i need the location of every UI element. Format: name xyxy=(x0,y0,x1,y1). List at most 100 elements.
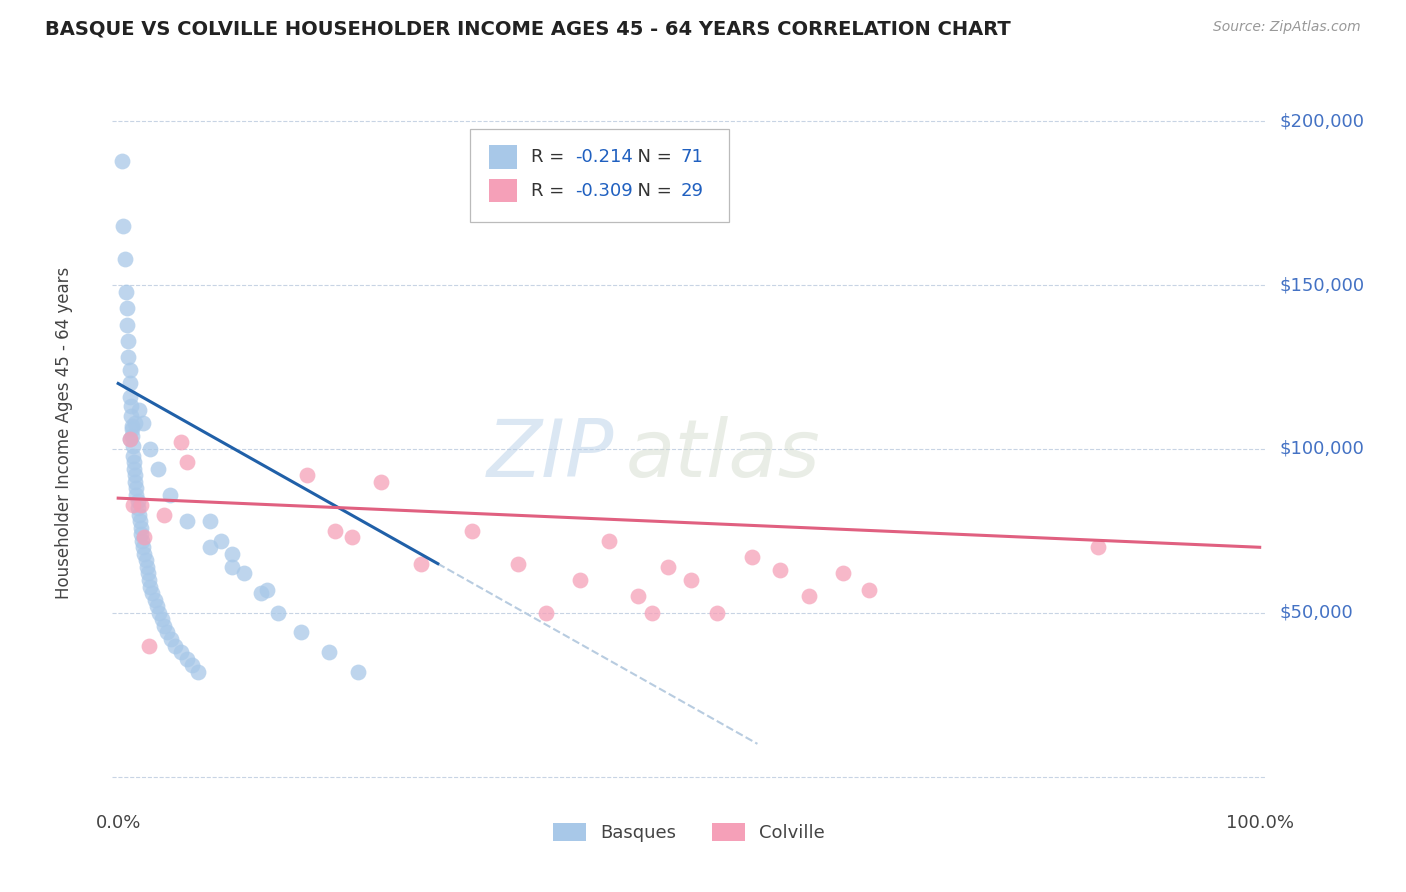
Point xyxy=(295,468,318,483)
Text: -0.214: -0.214 xyxy=(575,148,633,166)
Text: N =: N = xyxy=(626,148,678,166)
Point xyxy=(115,285,138,299)
Point xyxy=(139,580,162,594)
Text: 29: 29 xyxy=(681,182,704,200)
Point xyxy=(832,566,855,581)
Point xyxy=(118,432,141,446)
Point xyxy=(461,524,484,538)
Point xyxy=(681,573,703,587)
Point xyxy=(170,435,193,450)
Point xyxy=(124,468,146,483)
Text: ZIP: ZIP xyxy=(486,416,614,494)
Point xyxy=(159,488,181,502)
Point xyxy=(125,488,148,502)
Point xyxy=(117,334,139,348)
Text: R =: R = xyxy=(531,148,569,166)
Point xyxy=(370,475,392,489)
Point xyxy=(132,541,155,555)
Point xyxy=(143,592,166,607)
Point xyxy=(138,573,160,587)
Point xyxy=(122,498,145,512)
Text: atlas: atlas xyxy=(626,416,820,494)
Point xyxy=(135,560,157,574)
Point xyxy=(858,582,880,597)
Point xyxy=(176,514,198,528)
Point xyxy=(117,351,139,365)
Point xyxy=(146,461,169,475)
Point xyxy=(128,514,150,528)
Point xyxy=(198,514,221,528)
Point xyxy=(114,252,136,266)
Point xyxy=(121,429,143,443)
Point xyxy=(797,590,820,604)
Point xyxy=(129,521,152,535)
Point xyxy=(122,461,145,475)
Point xyxy=(129,498,152,512)
Point xyxy=(159,632,181,646)
Point xyxy=(641,606,664,620)
Point xyxy=(121,422,143,436)
FancyBboxPatch shape xyxy=(470,129,730,221)
Text: Source: ZipAtlas.com: Source: ZipAtlas.com xyxy=(1213,20,1361,34)
Point xyxy=(139,442,162,456)
Point xyxy=(127,500,149,515)
Point xyxy=(121,419,143,434)
Text: $100,000: $100,000 xyxy=(1279,440,1364,458)
Point xyxy=(111,219,134,234)
Text: $50,000: $50,000 xyxy=(1279,604,1353,622)
Point xyxy=(170,645,193,659)
Point xyxy=(138,639,160,653)
Point xyxy=(232,566,254,581)
Point xyxy=(536,606,558,620)
Point xyxy=(118,376,141,391)
Point xyxy=(129,527,152,541)
Point xyxy=(165,639,187,653)
Point xyxy=(706,606,728,620)
Point xyxy=(198,541,221,555)
Text: 71: 71 xyxy=(681,148,704,166)
Point xyxy=(110,153,132,168)
Point xyxy=(146,599,169,614)
Point xyxy=(128,402,150,417)
Point xyxy=(290,625,312,640)
Point xyxy=(741,550,763,565)
Point xyxy=(118,432,141,446)
Bar xyxy=(489,145,517,169)
Text: BASQUE VS COLVILLE HOUSEHOLDER INCOME AGES 45 - 64 YEARS CORRELATION CHART: BASQUE VS COLVILLE HOUSEHOLDER INCOME AG… xyxy=(45,20,1011,38)
Point xyxy=(117,318,139,332)
Point xyxy=(132,416,155,430)
Point xyxy=(153,508,176,522)
Point xyxy=(122,455,145,469)
Point xyxy=(340,531,363,545)
Point xyxy=(657,560,679,574)
Text: -0.309: -0.309 xyxy=(575,182,633,200)
Point xyxy=(141,586,163,600)
Point xyxy=(626,590,648,604)
Point xyxy=(153,619,176,633)
Point xyxy=(221,560,243,574)
Point xyxy=(127,494,149,508)
Point xyxy=(156,625,179,640)
Legend: Basques, Colville: Basques, Colville xyxy=(546,815,832,849)
Point xyxy=(176,455,198,469)
Point xyxy=(120,400,142,414)
Point xyxy=(323,524,346,538)
Point xyxy=(409,557,432,571)
Point xyxy=(318,645,340,659)
Point xyxy=(256,582,278,597)
Bar xyxy=(489,178,517,202)
Point xyxy=(118,390,141,404)
Point xyxy=(569,573,592,587)
Text: $150,000: $150,000 xyxy=(1279,277,1364,294)
Point xyxy=(209,533,232,548)
Point xyxy=(267,606,290,620)
Point xyxy=(124,475,146,489)
Point xyxy=(181,658,204,673)
Point xyxy=(122,439,145,453)
Text: N =: N = xyxy=(626,182,678,200)
Point xyxy=(148,606,170,620)
Point xyxy=(150,612,173,626)
Point xyxy=(118,363,141,377)
Point xyxy=(769,563,792,577)
Point xyxy=(176,651,198,665)
